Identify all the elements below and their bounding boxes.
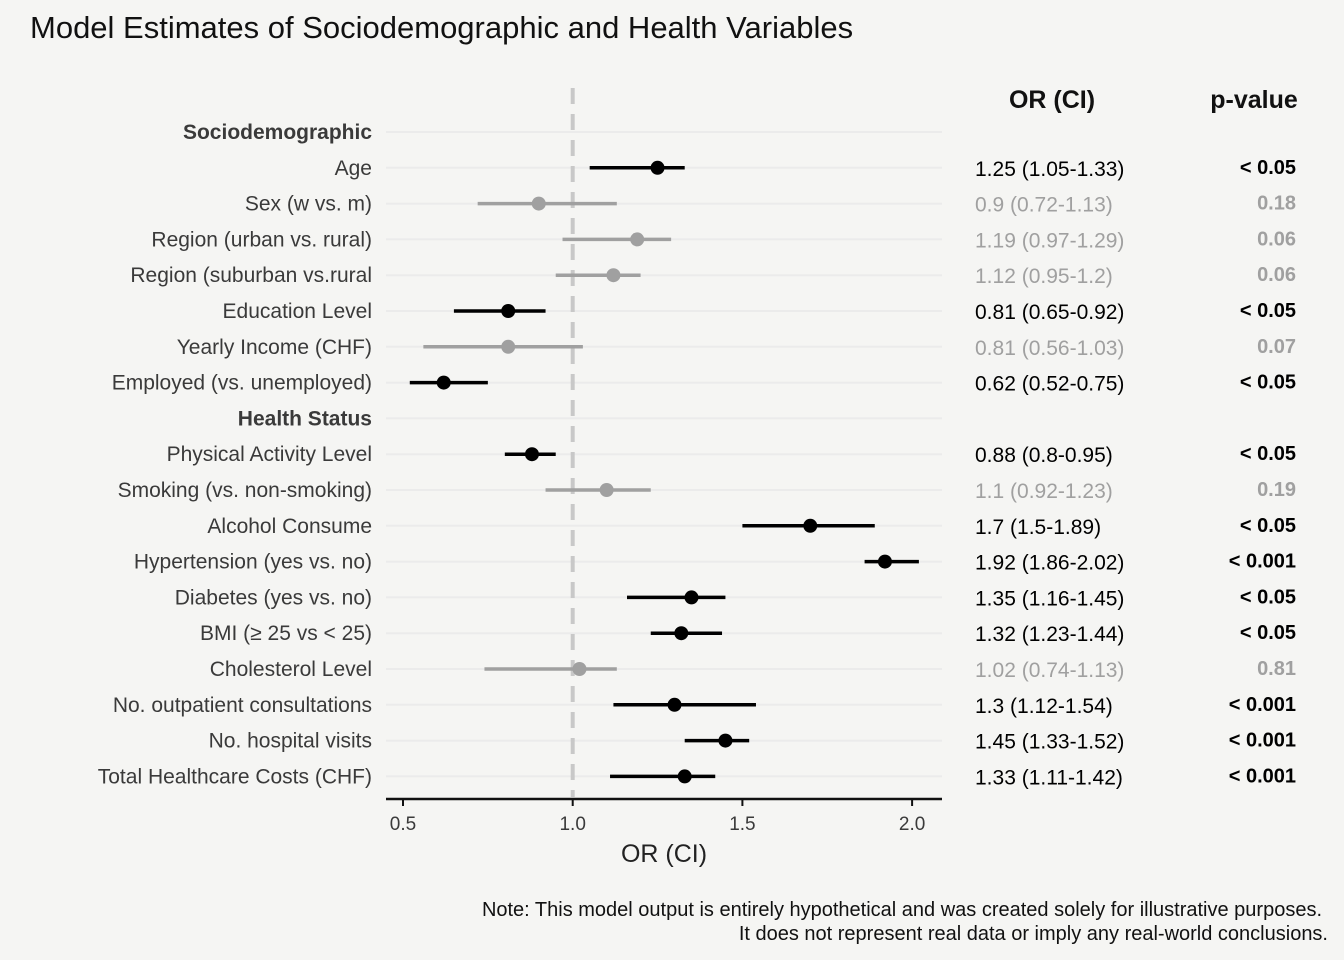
note-line-1: Note: This model output is entirely hypo… [482, 899, 1322, 921]
orci-value: 1.35 (1.16-1.45) [975, 587, 1124, 610]
orci-value: 1.7 (1.5-1.89) [975, 516, 1101, 539]
or-point [684, 590, 699, 605]
p-value: < 0.05 [1240, 586, 1296, 608]
or-point [667, 697, 682, 712]
row-gridlines [386, 131, 942, 778]
or-point [650, 160, 665, 175]
orci-value: 0.81 (0.65-0.92) [975, 301, 1124, 324]
or-point [501, 339, 516, 354]
x-tick-label: 1.0 [559, 814, 585, 835]
row-label: Education Level [223, 300, 372, 323]
p-value: < 0.05 [1240, 300, 1296, 322]
p-value: < 0.001 [1229, 765, 1296, 787]
note-line-2: It does not represent real data or imply… [739, 923, 1328, 945]
estimate-marks [409, 160, 919, 784]
p-value: < 0.05 [1240, 622, 1296, 644]
orci-value: 1.33 (1.11-1.42) [975, 766, 1123, 789]
row-label: Cholesterol Level [210, 658, 372, 681]
row-label: No. hospital visits [209, 730, 372, 753]
row-label: Region (urban vs. rural) [151, 228, 372, 251]
row-label: BMI (≥ 25 vs < 25) [200, 622, 372, 645]
or-point [606, 268, 621, 283]
orci-value: 1.19 (0.97-1.29) [975, 229, 1124, 252]
or-point [531, 196, 546, 211]
or-point [599, 483, 614, 497]
p-value: 0.06 [1257, 264, 1296, 286]
p-value: < 0.05 [1240, 515, 1296, 537]
estimates-table: 1.25 (1.05-1.33) < 0.05 0.9 (0.72-1.13) 0.1… [975, 157, 1296, 790]
row-labels: Sociodemographic Age Sex (w vs. m) Region (… [98, 121, 373, 788]
row-label: Yearly Income (CHF) [177, 336, 372, 359]
row-label: Region (suburban vs.rural [130, 264, 372, 287]
group-label: Sociodemographic [183, 121, 372, 144]
x-tick-label: 1.5 [729, 814, 755, 835]
or-point [674, 626, 689, 641]
p-value: < 0.05 [1240, 443, 1296, 465]
or-point [803, 518, 818, 533]
row-label: Employed (vs. unemployed) [112, 372, 372, 395]
orci-value: 0.81 (0.56-1.03) [975, 337, 1124, 360]
p-value: < 0.001 [1229, 730, 1296, 752]
row-label: Smoking (vs. non-smoking) [118, 479, 372, 502]
orci-value: 1.3 (1.12-1.54) [975, 695, 1113, 718]
orci-value: 0.62 (0.52-0.75) [975, 373, 1124, 396]
p-value: < 0.05 [1240, 372, 1296, 394]
orci-value: 1.12 (0.95-1.2) [975, 265, 1113, 288]
or-point [501, 304, 516, 318]
row-label: Hypertension (yes vs. no) [134, 551, 372, 574]
x-tick-label: 2.0 [899, 814, 925, 835]
or-point [630, 232, 645, 247]
or-point [718, 733, 733, 748]
row-label: Age [335, 157, 372, 180]
orci-value: 1.25 (1.05-1.33) [975, 158, 1124, 181]
orci-value: 1.45 (1.33-1.52) [975, 731, 1124, 754]
orci-value: 0.88 (0.8-0.95) [975, 444, 1113, 467]
p-value: < 0.001 [1229, 694, 1296, 716]
p-value: < 0.001 [1229, 551, 1296, 573]
p-value: 0.06 [1257, 228, 1296, 250]
row-label: Physical Activity Level [167, 443, 372, 466]
row-label: Diabetes (yes vs. no) [175, 586, 372, 609]
row-label: Sex (w vs. m) [245, 193, 372, 216]
x-tick-label: 0.5 [390, 814, 416, 835]
row-label: Alcohol Consume [207, 515, 372, 538]
orci-column-header: OR (CI) [1009, 86, 1095, 114]
p-value: 0.18 [1257, 193, 1296, 215]
or-point [524, 447, 539, 462]
p-value: < 0.05 [1240, 157, 1296, 179]
orci-value: 0.9 (0.72-1.13) [975, 194, 1113, 217]
p-value: 0.19 [1257, 479, 1296, 501]
or-point [677, 769, 692, 784]
p-value: 0.07 [1257, 336, 1296, 358]
p-value: 0.81 [1257, 658, 1296, 680]
row-label: Total Healthcare Costs (CHF) [98, 765, 372, 788]
or-point [572, 662, 587, 676]
orci-value: 1.1 (0.92-1.23) [975, 480, 1113, 503]
row-label: No. outpatient consultations [113, 694, 372, 717]
pvalue-column-header: p-value [1210, 86, 1298, 114]
or-point [877, 554, 892, 569]
orci-value: 1.92 (1.86-2.02) [975, 552, 1124, 575]
group-label: Health Status [238, 407, 372, 430]
orci-value: 1.02 (0.74-1.13) [975, 659, 1124, 682]
chart-title: Model Estimates of Sociodemographic and … [30, 10, 853, 45]
orci-value: 1.32 (1.23-1.44) [975, 623, 1124, 646]
or-point [436, 375, 451, 390]
x-axis-ticks: 0.5 1.0 1.5 2.0 [390, 799, 925, 835]
x-axis-label: OR (CI) [621, 840, 707, 868]
